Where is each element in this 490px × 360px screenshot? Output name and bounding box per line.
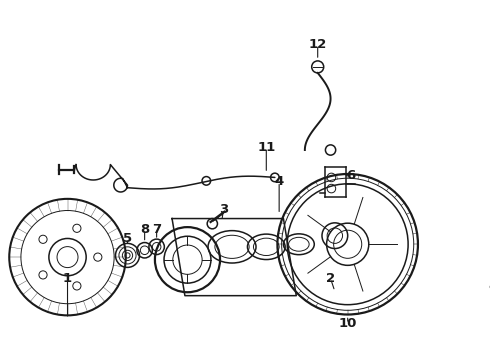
Text: 3: 3 xyxy=(219,203,228,216)
Text: 1: 1 xyxy=(63,272,72,285)
Text: 9: 9 xyxy=(489,283,490,296)
Text: 4: 4 xyxy=(274,175,284,188)
Text: 12: 12 xyxy=(309,38,327,51)
Text: 10: 10 xyxy=(339,318,357,330)
Text: 2: 2 xyxy=(326,272,335,285)
Text: 7: 7 xyxy=(152,223,161,236)
Text: 5: 5 xyxy=(123,232,132,245)
Text: 6: 6 xyxy=(345,169,355,182)
Text: 8: 8 xyxy=(140,223,149,236)
Text: 11: 11 xyxy=(257,141,275,154)
